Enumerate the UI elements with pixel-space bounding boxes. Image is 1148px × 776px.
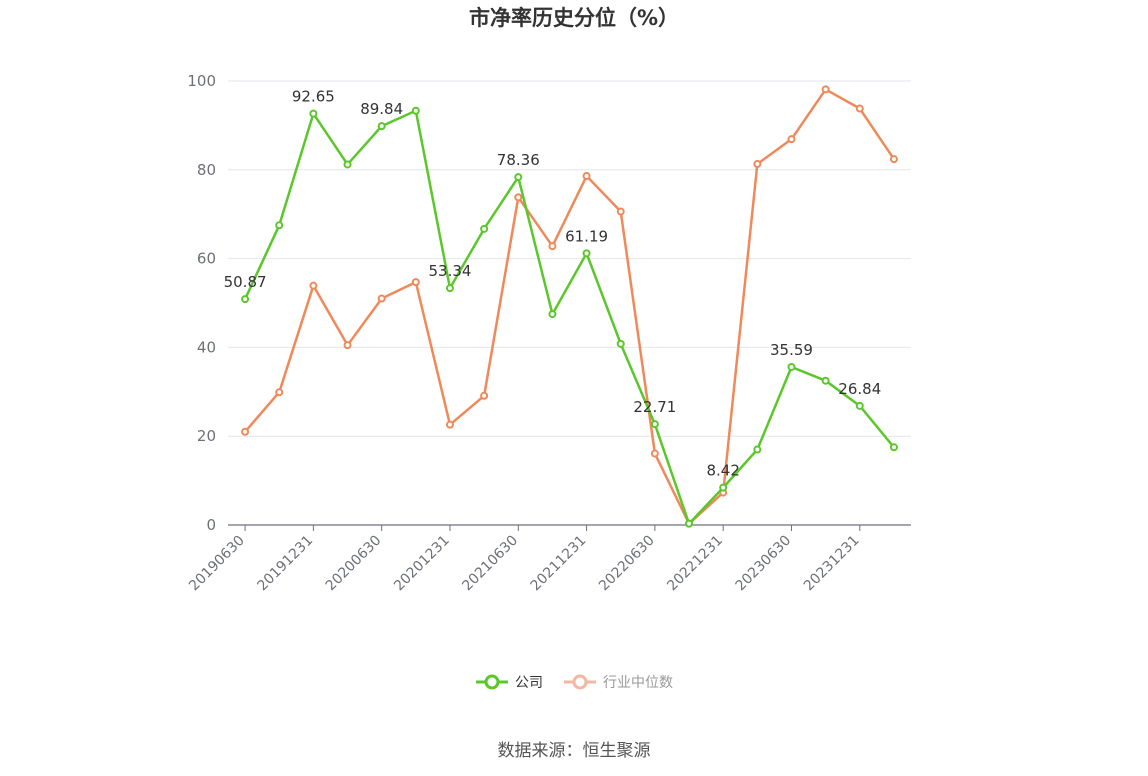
legend-item-company[interactable]: 公司 <box>475 672 543 692</box>
data-point[interactable] <box>616 339 625 348</box>
x-tick-label: 20190630 <box>186 533 248 595</box>
data-point[interactable] <box>821 376 830 385</box>
data-point[interactable] <box>582 249 591 258</box>
data-point[interactable] <box>650 449 659 458</box>
data-point[interactable] <box>445 284 454 293</box>
grid-lines <box>228 80 911 437</box>
data-point[interactable] <box>548 310 557 319</box>
data-point[interactable] <box>411 106 420 115</box>
data-point[interactable] <box>719 483 728 492</box>
data-point[interactable] <box>275 388 284 397</box>
data-point[interactable] <box>582 172 591 181</box>
data-point[interactable] <box>309 281 318 290</box>
series-line <box>244 88 895 525</box>
legend-company-swatch-icon <box>476 674 508 690</box>
data-label: 26.84 <box>838 380 881 398</box>
chart-title: 市净率历史分位（%） <box>468 6 680 30</box>
legend-industry-swatch-icon <box>564 674 596 690</box>
data-point[interactable] <box>241 427 250 436</box>
data-point[interactable] <box>889 155 898 164</box>
x-tick-label: 20210630 <box>459 533 521 595</box>
legend-industry-marker <box>572 674 588 690</box>
data-point[interactable] <box>377 294 386 303</box>
data-point[interactable] <box>309 109 318 118</box>
legend: 公司 行业中位数 <box>0 672 1148 692</box>
data-point[interactable] <box>480 224 489 233</box>
data-point[interactable] <box>343 341 352 350</box>
data-point[interactable] <box>411 278 420 287</box>
x-tick-label: 20221231 <box>664 533 726 595</box>
data-point[interactable] <box>616 207 625 216</box>
data-point[interactable] <box>787 135 796 144</box>
legend-company-marker <box>484 674 500 690</box>
data-point[interactable] <box>889 443 898 452</box>
data-point[interactable] <box>753 445 762 454</box>
y-tick-label: 0 <box>206 516 216 534</box>
data-label: 61.19 <box>565 227 608 245</box>
x-tick-label: 20191231 <box>254 533 316 595</box>
data-point[interactable] <box>787 362 796 371</box>
data-label: 35.59 <box>770 341 813 359</box>
series-layer <box>241 85 898 528</box>
source-note: 数据来源：恒生聚源 <box>497 741 651 761</box>
data-point[interactable] <box>514 193 523 202</box>
data-point[interactable] <box>343 160 352 169</box>
data-point[interactable] <box>650 420 659 429</box>
legend-company-label: 公司 <box>515 675 543 691</box>
x-tick-label: 20211231 <box>528 533 590 595</box>
data-point[interactable] <box>275 221 284 230</box>
data-label: 89.84 <box>360 100 403 118</box>
y-tick-label: 100 <box>187 72 216 90</box>
x-tick-label: 20200630 <box>323 533 385 595</box>
data-point[interactable] <box>480 391 489 400</box>
x-tick-label: 20201231 <box>391 533 453 595</box>
data-point[interactable] <box>445 420 454 429</box>
data-label: 78.36 <box>497 151 540 169</box>
data-point[interactable] <box>855 401 864 410</box>
y-tick-label: 60 <box>197 250 216 268</box>
data-point[interactable] <box>514 173 523 182</box>
x-tick-label: 20230630 <box>733 533 795 595</box>
data-point[interactable] <box>685 519 694 528</box>
data-point[interactable] <box>241 295 250 304</box>
data-point[interactable] <box>548 242 557 251</box>
series-line <box>243 109 895 525</box>
data-labels: 50.87 92.65 89.84 53.34 78.36 61.19 22.71 8.42 3… <box>224 88 882 480</box>
y-tick-label: 80 <box>197 161 216 179</box>
y-tick-label: 20 <box>197 427 216 445</box>
data-label: 92.65 <box>292 88 335 106</box>
legend-item-industry[interactable]: 行业中位数 <box>563 672 673 692</box>
x-tick-label: 20231231 <box>801 533 863 595</box>
legend-industry-label: 行业中位数 <box>603 675 673 691</box>
data-point[interactable] <box>377 122 386 131</box>
data-label: 53.34 <box>428 262 471 280</box>
data-label: 50.87 <box>224 273 267 291</box>
data-label: 22.71 <box>633 398 676 416</box>
axes: 0 20 40 60 80 100 20190630 20191231 20200630 2020… <box>186 72 911 594</box>
data-point[interactable] <box>821 85 830 94</box>
data-label: 8.42 <box>706 462 739 480</box>
data-point[interactable] <box>855 104 864 113</box>
y-tick-label: 40 <box>197 338 216 356</box>
x-tick-label: 20220630 <box>596 533 658 595</box>
data-point[interactable] <box>753 160 762 169</box>
